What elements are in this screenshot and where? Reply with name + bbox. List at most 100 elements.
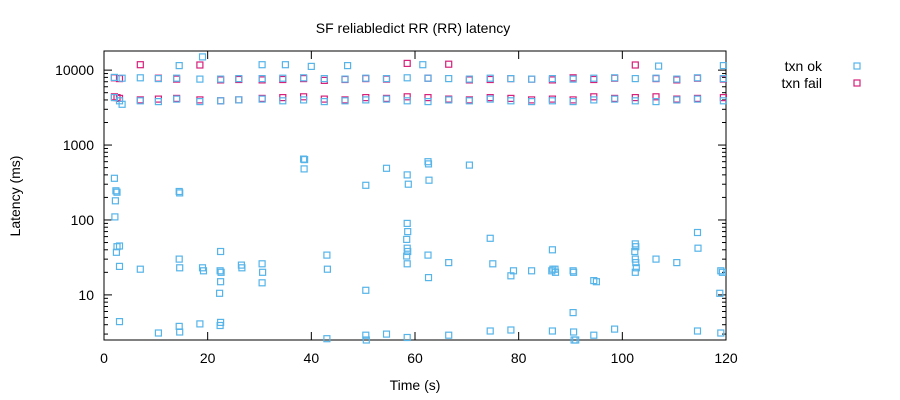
point-txn-ok	[320, 74, 328, 83]
point-txn-ok	[112, 187, 120, 195]
point-txn-ok	[235, 96, 243, 104]
point-txn-ok	[465, 75, 473, 83]
point-txn-ok	[424, 74, 432, 82]
point-txn-ok	[217, 268, 225, 276]
point-txn-fail	[196, 61, 204, 69]
point-txn-ok	[216, 289, 224, 297]
point-txn-fail	[527, 96, 536, 104]
point-txn-ok	[110, 174, 119, 182]
point-txn-ok	[403, 235, 411, 243]
point-txn-ok	[717, 267, 725, 275]
point-txn-fail	[403, 93, 411, 101]
point-txn-ok	[154, 74, 162, 83]
point-txn-ok	[118, 100, 126, 108]
point-txn-ok	[112, 248, 121, 256]
point-txn-ok	[258, 61, 266, 69]
legend-marker	[853, 79, 861, 87]
point-txn-ok	[258, 260, 266, 268]
point-txn-ok	[404, 228, 412, 236]
point-txn-ok	[548, 74, 557, 83]
point-txn-ok	[632, 264, 640, 272]
point-txn-ok	[719, 61, 728, 70]
y-tick-label: 100	[71, 212, 95, 228]
point-txn-ok	[569, 75, 577, 83]
point-txn-ok	[673, 75, 681, 83]
point-txn-fail	[631, 61, 639, 69]
point-txn-ok	[489, 260, 497, 268]
point-txn-ok	[175, 255, 183, 263]
point-txn-ok	[673, 96, 681, 104]
point-txn-ok	[445, 259, 453, 267]
point-txn-ok	[631, 268, 639, 276]
point-txn-ok	[693, 327, 702, 335]
point-txn-ok	[217, 75, 225, 83]
point-txn-fail	[652, 93, 660, 101]
legend-label: txn ok	[785, 58, 823, 74]
point-txn-ok	[424, 97, 432, 106]
point-txn-ok	[693, 228, 702, 237]
point-txn-ok	[527, 75, 536, 83]
x-axis: 0 20 40 60 80 100 120	[100, 51, 738, 366]
point-txn-ok	[572, 336, 580, 344]
point-txn-ok	[173, 95, 181, 103]
point-txn-ok	[176, 264, 184, 272]
point-txn-ok	[235, 74, 243, 83]
point-txn-ok	[341, 97, 349, 105]
point-txn-ok	[362, 74, 370, 82]
point-txn-ok	[693, 95, 702, 103]
x-tick-label: 80	[511, 350, 527, 366]
point-txn-ok	[403, 333, 411, 342]
point-txn-ok	[716, 289, 724, 297]
point-txn-ok	[279, 74, 287, 82]
point-txn-ok	[259, 268, 267, 276]
point-txn-ok	[424, 160, 433, 168]
point-txn-ok	[382, 330, 391, 338]
point-txn-fail	[548, 95, 557, 103]
point-txn-ok	[403, 219, 411, 227]
point-txn-ok	[300, 165, 308, 173]
point-txn-ok	[136, 97, 144, 105]
point-txn-ok	[610, 95, 619, 103]
y-tick-label: 1000	[63, 137, 94, 153]
point-txn-ok	[217, 97, 225, 105]
point-txn-ok	[173, 74, 181, 82]
point-txn-fail	[569, 96, 577, 104]
legend-marker	[853, 62, 861, 70]
x-tick-label: 20	[200, 350, 216, 366]
point-txn-ok	[300, 96, 308, 104]
point-txn-ok	[196, 320, 204, 328]
point-txn-ok	[362, 336, 370, 344]
point-txn-ok	[404, 247, 412, 256]
point-txn-ok	[419, 61, 427, 69]
point-txn-ok	[281, 61, 289, 69]
point-txn-ok	[362, 331, 370, 339]
point-txn-ok	[652, 255, 660, 263]
point-txn-ok	[118, 74, 126, 82]
y-axis-label: Latency (ms)	[7, 156, 23, 237]
point-txn-ok	[382, 74, 391, 83]
point-txn-fail	[527, 75, 536, 83]
point-txn-ok	[507, 326, 515, 334]
point-txn-ok	[548, 97, 557, 105]
point-txn-fail	[196, 96, 204, 104]
point-txn-ok	[217, 278, 225, 286]
x-tick-label: 120	[714, 350, 738, 366]
point-txn-ok	[216, 321, 224, 330]
x-axis-label: Time (s)	[390, 377, 441, 393]
point-txn-ok	[631, 247, 639, 256]
x-tick-label: 0	[100, 350, 108, 366]
point-txn-ok	[486, 95, 494, 103]
point-txn-ok	[507, 74, 515, 83]
point-txn-ok	[111, 197, 120, 205]
legend-label: txn fail	[782, 75, 822, 91]
point-txn-ok	[425, 176, 433, 184]
point-txn-ok	[592, 278, 601, 286]
point-txn-ok	[654, 62, 663, 70]
point-txn-ok	[424, 274, 433, 282]
point-txn-ok	[323, 251, 331, 259]
point-txn-fail	[217, 97, 225, 105]
point-txn-fail	[235, 96, 243, 104]
point-txn-ok	[652, 74, 660, 82]
point-txn-ok	[719, 97, 728, 105]
